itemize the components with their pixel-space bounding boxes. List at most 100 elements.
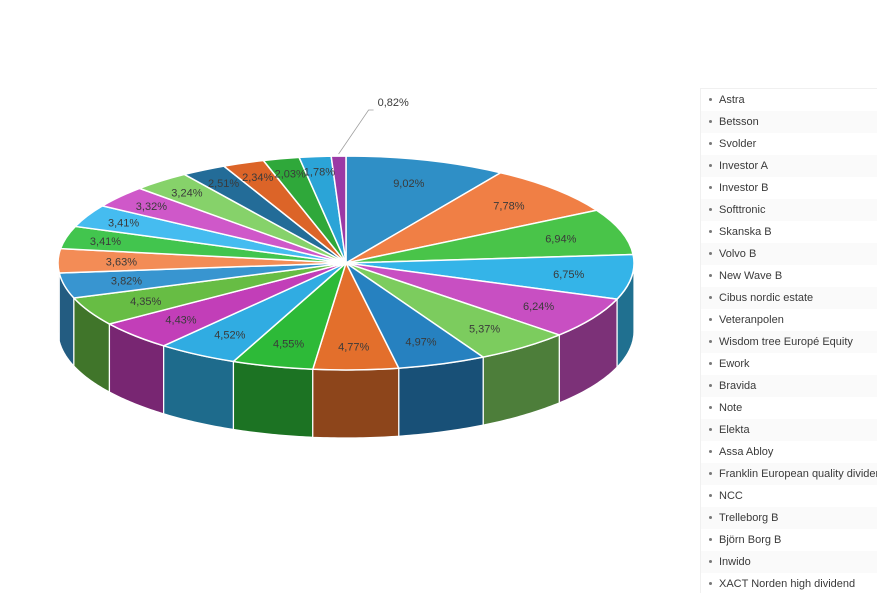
legend-bullet-icon xyxy=(709,471,712,475)
slice-label: 4,52% xyxy=(214,329,245,341)
legend-bullet-icon xyxy=(709,295,712,299)
legend-item: Cibus nordic estate xyxy=(701,287,877,309)
slice-betsson xyxy=(345,171,598,264)
legend-label: Assa Abloy xyxy=(719,446,774,458)
slice-label: 3,41% xyxy=(108,218,139,230)
legend-label: Bravida xyxy=(719,380,757,392)
legend-item: Inwido xyxy=(701,551,877,573)
slice-label: 4,35% xyxy=(130,296,161,308)
legend-item: New Wave B xyxy=(701,265,877,287)
slice-label: 1,78% xyxy=(304,167,335,179)
legend-bullet-icon xyxy=(709,559,712,563)
legend-label: Björn Borg B xyxy=(719,534,782,546)
legend-item: Note xyxy=(701,397,877,419)
legend-item: Astra xyxy=(701,89,877,111)
legend-bullet-icon xyxy=(709,515,712,519)
slice-label: 2,03% xyxy=(275,168,306,180)
slice-label: 3,32% xyxy=(136,201,167,213)
legend-bullet-icon xyxy=(709,317,712,321)
legend-item: Assa Abloy xyxy=(701,441,877,463)
legend-label: Skanska B xyxy=(719,226,772,238)
legend-label: Cibus nordic estate xyxy=(719,292,814,304)
legend-label: Veteranpolen xyxy=(719,314,784,326)
legend-bullet-icon xyxy=(709,273,712,277)
slice-label: 6,94% xyxy=(545,234,576,246)
legend-label: New Wave B xyxy=(719,270,783,282)
legend-label: Inwido xyxy=(719,556,751,568)
slice-labels: 9,02% 7,78% 6,94% 6,75% 6,24% 5,37% 4,97% 4,77%… xyxy=(90,97,585,353)
slice-label: 3,82% xyxy=(111,276,142,288)
legend-item: Skanska B xyxy=(701,221,877,243)
slice-label: 9,02% xyxy=(393,178,424,190)
legend-label: XACT Norden high dividend xyxy=(719,578,856,590)
leader-lines xyxy=(338,109,374,155)
legend-item: Elekta xyxy=(701,419,877,441)
legend-bullet-icon xyxy=(709,207,712,211)
legend-label: Trelleborg B xyxy=(719,512,779,524)
legend-label: Astra xyxy=(719,94,745,106)
legend-label: Investor A xyxy=(719,160,768,172)
legend-item: XACT Norden high dividend xyxy=(701,573,877,595)
slice-label: 2,51% xyxy=(208,178,239,190)
legend-item: Svolder xyxy=(701,133,877,155)
slice-side-skanska-b xyxy=(398,356,484,437)
leader-line xyxy=(338,109,374,155)
slice-investor-a xyxy=(345,253,635,300)
legend-bullet-icon xyxy=(709,405,712,409)
legend-item: Betsson xyxy=(701,111,877,133)
slice-label: 3,63% xyxy=(106,256,137,268)
slice-label: 7,78% xyxy=(493,201,524,213)
legend: Astra Betsson Svolder Investor A Investor B S… xyxy=(700,88,877,593)
legend-item: Investor A xyxy=(701,155,877,177)
pie-chart: 9,02% 7,78% 6,94% 6,75% 6,24% 5,37% 4,97% 4,77%… xyxy=(57,97,635,439)
legend-item: Trelleborg B xyxy=(701,507,877,529)
slice-label: 0,82% xyxy=(378,97,409,109)
pie-sides xyxy=(57,262,635,439)
slice-side-new-wave-b xyxy=(232,360,314,438)
slice-astra xyxy=(345,155,502,264)
pie-chart-svg: 9,02% 7,78% 6,94% 6,75% 6,24% 5,37% 4,97% 4,77%… xyxy=(57,97,635,439)
legend-item: Franklin European quality dividend xyxy=(701,463,877,485)
legend-bullet-icon xyxy=(709,537,712,541)
legend-label: Wisdom tree Europé Equity xyxy=(719,336,853,348)
legend-item: Investor B xyxy=(701,177,877,199)
legend-item: Softtronic xyxy=(701,199,877,221)
legend-label: Franklin European quality dividend xyxy=(719,468,877,480)
legend-bullet-icon xyxy=(709,163,712,167)
legend-item: Bravida xyxy=(701,375,877,397)
slice-label: 4,77% xyxy=(338,341,369,353)
slice-label: 4,55% xyxy=(273,339,304,351)
legend-label: Svolder xyxy=(719,138,757,150)
slice-label: 2,34% xyxy=(242,172,273,184)
legend-bullet-icon xyxy=(709,493,712,497)
legend-label: NCC xyxy=(719,490,743,502)
legend-bullet-icon xyxy=(709,581,712,585)
slice-label: 6,24% xyxy=(523,301,554,313)
legend-bullet-icon xyxy=(709,185,712,189)
slice-label: 5,37% xyxy=(469,324,500,336)
slice-xact-norden-high-dividend xyxy=(330,155,347,264)
legend-item: Wisdom tree Europé Equity xyxy=(701,331,877,353)
legend-bullet-icon xyxy=(709,251,712,255)
legend-item: Björn Borg B xyxy=(701,529,877,551)
legend-item: Ework xyxy=(701,353,877,375)
legend-bullet-icon xyxy=(709,141,712,145)
slice-label: 6,75% xyxy=(553,269,584,281)
legend-label: Betsson xyxy=(719,116,759,128)
legend-label: Investor B xyxy=(719,182,769,194)
slice-side-volvo-b xyxy=(312,367,400,439)
legend-bullet-icon xyxy=(709,339,712,343)
legend-label: Note xyxy=(719,402,743,414)
legend-item: NCC xyxy=(701,485,877,507)
legend-label: Softtronic xyxy=(719,204,766,216)
slice-svolder xyxy=(345,209,634,264)
slice-label: 4,43% xyxy=(165,315,196,327)
legend-bullet-icon xyxy=(709,119,712,123)
legend-bullet-icon xyxy=(709,383,712,387)
legend-bullet-icon xyxy=(709,427,712,431)
slice-label: 3,41% xyxy=(90,236,121,248)
legend-bullet-icon xyxy=(709,361,712,365)
legend-item: Volvo B xyxy=(701,243,877,265)
legend-bullet-icon xyxy=(709,229,712,233)
pie-tops xyxy=(57,155,635,371)
